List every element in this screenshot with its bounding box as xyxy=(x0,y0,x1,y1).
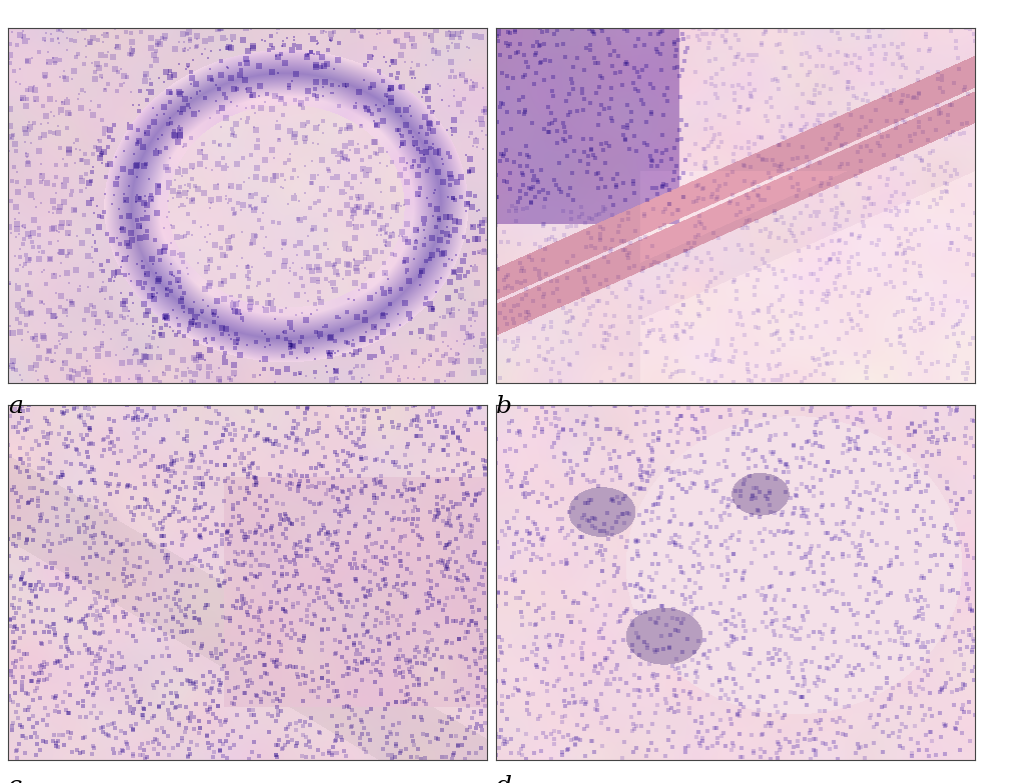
Text: b: b xyxy=(496,395,512,418)
Text: a: a xyxy=(8,395,23,418)
Text: c: c xyxy=(8,775,22,783)
Text: d: d xyxy=(496,775,512,783)
